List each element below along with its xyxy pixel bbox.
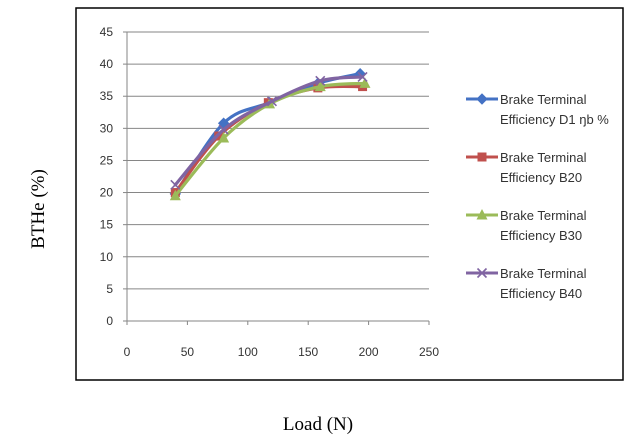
y-tick-label-35: 35 — [100, 89, 114, 103]
y-tick-label-45: 45 — [100, 25, 114, 39]
x-tick-label-200: 200 — [359, 345, 379, 359]
chart-frame — [75, 7, 624, 381]
x-tick-label-150: 150 — [298, 345, 318, 359]
legend-label-1-line1: Brake Terminal — [500, 92, 587, 107]
data-point-s4-4 — [315, 75, 326, 86]
data-point-s4-5 — [357, 71, 368, 83]
legend-marker-4 — [476, 267, 488, 279]
legend-label-3-line1: Brake Terminal — [500, 208, 587, 223]
y-tick-label-25: 25 — [100, 153, 114, 167]
legend-marker-2 — [477, 152, 487, 162]
data-point-s4-2 — [218, 124, 229, 135]
gridlines — [123, 31, 430, 325]
x-axis-title: Load (N) — [283, 414, 353, 435]
data-point-s3-5 — [359, 77, 371, 88]
y-tick-label-10: 10 — [100, 250, 114, 264]
y-tick-label-30: 30 — [100, 121, 114, 135]
data-point-s4-3 — [266, 96, 278, 107]
y-tick-labels: 0 5 10 15 20 25 30 35 40 45 — [100, 25, 114, 328]
legend-label-1-line2: Efficiency D1 ŋb % — [500, 112, 609, 127]
y-tick-label-0: 0 — [106, 314, 113, 328]
data-point-s4-1 — [170, 179, 181, 190]
x-tick-label-100: 100 — [238, 345, 258, 359]
x-tick-label-0: 0 — [124, 345, 131, 359]
legend-label-3-line2: Efficiency B30 — [500, 228, 582, 243]
data-point-s3-1 — [169, 189, 181, 201]
legend-label-4-line1: Brake Terminal — [500, 266, 587, 281]
legend-label-4-line2: Efficiency B40 — [500, 286, 582, 301]
y-tick-label-15: 15 — [100, 218, 114, 232]
x-tick-labels: 0 50 100 150 200 250 — [124, 345, 440, 359]
y-tick-label-20: 20 — [100, 186, 114, 200]
y-tick-label-40: 40 — [100, 57, 114, 71]
x-tick-label-250: 250 — [419, 345, 439, 359]
legend-marker-1 — [476, 93, 488, 105]
data-point-s3-2 — [218, 131, 230, 143]
legend-marker-3 — [476, 209, 488, 220]
y-tick-label-5: 5 — [106, 282, 113, 296]
series-group — [169, 68, 371, 201]
legend: Brake Terminal Efficiency D1 ŋb % Brake Te… — [466, 92, 609, 301]
legend-label-2-line2: Efficiency B20 — [500, 170, 582, 185]
y-axis-title: BTHe (%) — [28, 169, 49, 249]
legend-label-2-line1: Brake Terminal — [500, 150, 587, 165]
data-point-s3-4 — [314, 80, 326, 92]
x-tick-label-50: 50 — [181, 345, 195, 359]
